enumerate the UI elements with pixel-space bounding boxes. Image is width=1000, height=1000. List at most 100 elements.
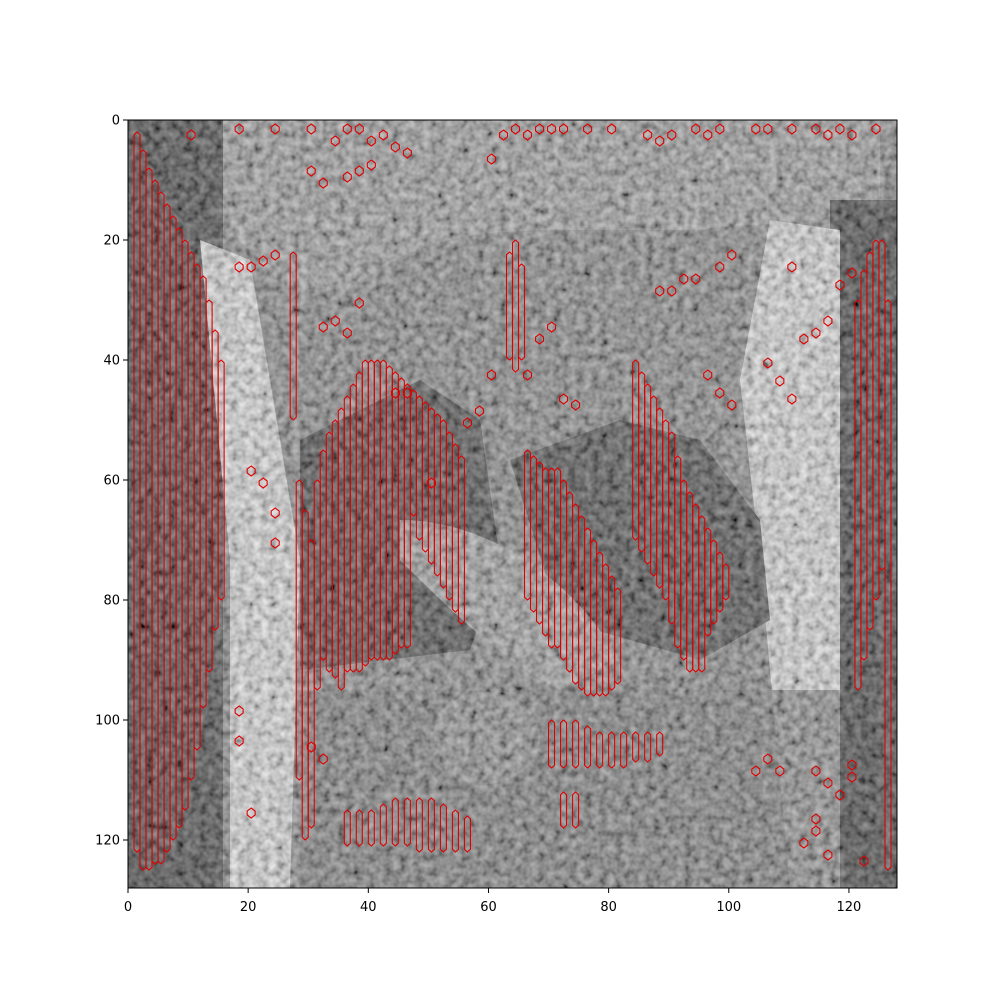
contour-blob — [270, 507, 280, 519]
x-tick-label: 100 — [716, 900, 741, 915]
contour-outline — [157, 191, 165, 865]
contour-blob — [655, 135, 665, 147]
contour-blob — [823, 315, 833, 327]
contour-outline — [199, 275, 207, 709]
contour-outline — [289, 251, 297, 421]
contour-outline — [403, 797, 411, 847]
contour-blob — [655, 285, 665, 297]
contour-blob — [258, 477, 268, 489]
contour-blob — [835, 123, 845, 135]
contour-blob — [498, 129, 509, 141]
contour-blob — [534, 333, 545, 345]
contour-outline — [662, 419, 670, 601]
contour-blob — [559, 393, 569, 405]
contour-blob — [775, 765, 785, 777]
contour-outline — [301, 509, 309, 841]
contour-blob — [703, 129, 713, 141]
contour-outline — [433, 413, 441, 577]
contour-blob — [847, 759, 857, 771]
contour-outline — [451, 443, 459, 613]
contour-outline — [427, 797, 435, 853]
contour-outline — [367, 809, 375, 847]
contour-blob — [559, 123, 569, 135]
contour-blob — [811, 327, 821, 339]
contour-outline — [211, 329, 219, 631]
contour-blob — [751, 123, 761, 135]
contour-outline — [397, 377, 405, 649]
contour-outline — [584, 527, 592, 697]
contour-outline — [560, 479, 568, 661]
contour-blob — [330, 135, 340, 147]
contour-outline — [511, 239, 520, 373]
contour-outline — [650, 395, 658, 577]
contour-blob — [667, 129, 677, 141]
contour-outline — [566, 491, 574, 673]
contour-outline — [686, 491, 694, 673]
x-tick-label: 20 — [240, 900, 257, 915]
contour-outline — [415, 797, 423, 853]
contour-blob — [234, 735, 244, 747]
contour-blob — [811, 825, 821, 837]
contour-outline — [560, 791, 568, 829]
contour-outline — [722, 563, 730, 601]
contour-outline — [596, 731, 604, 769]
contour-outline — [668, 431, 676, 625]
x-tick-label: 80 — [600, 900, 617, 915]
contour-blob — [811, 123, 821, 135]
image-plot-area — [128, 120, 897, 888]
contour-blob — [811, 813, 821, 825]
contour-blob — [835, 279, 845, 291]
contour-blob — [354, 297, 364, 309]
contour-outline — [517, 263, 526, 361]
contour-outline — [529, 455, 538, 613]
x-axis: 0 20 40 60 80 100 120 — [124, 888, 861, 915]
contour-outline — [385, 365, 393, 661]
contour-outline — [217, 359, 225, 601]
contour-outline — [391, 371, 399, 655]
contour-outline — [451, 809, 459, 853]
contour-blob — [727, 399, 737, 411]
contour-outline — [644, 731, 652, 763]
contour-outline — [632, 359, 640, 541]
contour-outline — [692, 503, 700, 673]
contour-blob — [534, 123, 545, 135]
y-tick-label: 0 — [112, 114, 120, 129]
contour-blob — [715, 261, 725, 273]
contour-outline — [656, 731, 664, 757]
y-tick-label: 80 — [103, 594, 120, 609]
contour-blob — [799, 333, 809, 345]
contour-blob — [402, 147, 412, 159]
contour-blob — [751, 765, 761, 777]
contour-outline — [710, 539, 718, 625]
contour-blob — [691, 123, 701, 135]
contour-blob — [859, 855, 869, 867]
contour-outline — [614, 587, 622, 685]
contour-blob — [246, 807, 256, 819]
contour-blob — [823, 129, 833, 141]
contour-blob — [715, 123, 725, 135]
contour-outline — [548, 719, 556, 769]
contour-outline — [698, 515, 706, 673]
contour-blob — [342, 171, 352, 183]
contour-blob — [607, 123, 617, 135]
contour-blob — [667, 285, 677, 297]
contour-outline — [205, 299, 213, 673]
contour-blob — [402, 387, 412, 399]
contour-outline — [584, 725, 592, 769]
contour-outline — [578, 515, 586, 691]
contour-blob — [522, 129, 533, 141]
y-tick-label: 100 — [95, 714, 120, 729]
contour-blob — [186, 129, 196, 141]
contour-blob — [847, 267, 857, 279]
contour-blob — [318, 753, 328, 765]
contour-blob — [823, 777, 833, 789]
x-tick-label: 120 — [837, 900, 862, 915]
contour-outline — [379, 803, 387, 847]
contour-blob — [823, 849, 833, 861]
contour-blob — [390, 387, 400, 399]
contour-blob — [703, 369, 713, 381]
contour-outline — [295, 479, 303, 781]
contour-blob — [270, 249, 280, 261]
contour-outline — [163, 203, 171, 853]
contour-outline — [554, 467, 562, 649]
